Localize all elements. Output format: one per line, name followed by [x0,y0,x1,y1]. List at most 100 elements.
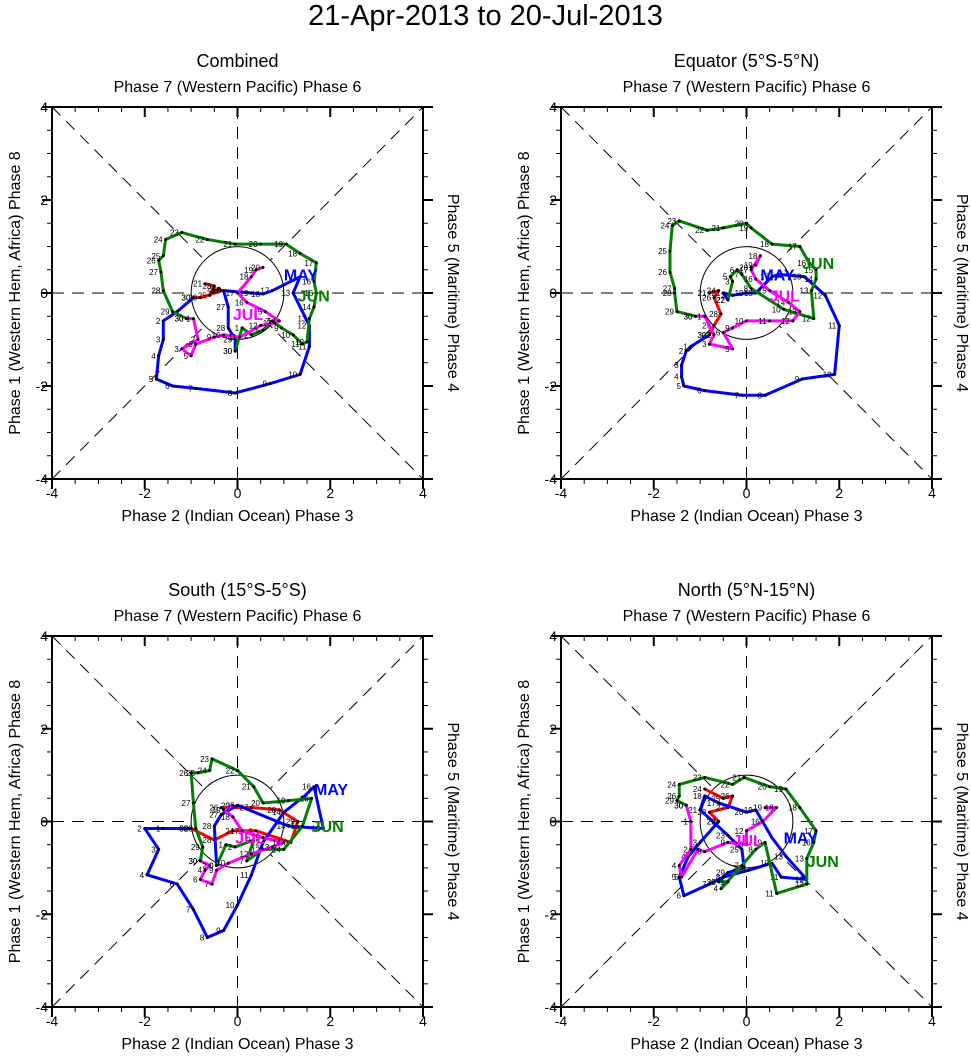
day-label: 13 [297,315,306,324]
day-marker [740,272,744,276]
y-tick-label: -4 [36,471,49,487]
day-label: 19 [277,797,286,806]
day-label: 29 [716,869,725,878]
x-tick-label: -4 [555,485,568,501]
day-label: 12 [251,838,260,847]
day-label: 12 [295,338,304,347]
day-marker [245,300,249,304]
day-label: 26 [721,792,730,801]
y-tick-label: 4 [549,628,557,644]
day-marker [707,342,711,346]
day-marker [233,845,237,849]
day-marker [226,305,230,309]
day-label: 25 [711,794,720,803]
day-marker [233,242,237,246]
day-marker [273,321,277,325]
day-marker [194,386,198,390]
month-label-jun: JUN [298,288,330,305]
day-label: 2 [244,331,249,340]
trajectory-jul [180,266,281,358]
day-label: 23 [170,229,179,238]
day-marker [754,808,758,812]
day-label: 1 [156,824,161,833]
top-axis-label: Phase 7 (Western Pacific) Phase 6 [623,608,871,625]
day-label: 7 [188,384,193,393]
month-label-may: MAY [284,267,318,284]
day-marker [282,840,286,844]
day-label: 12 [795,875,804,884]
day-marker [805,857,809,861]
day-marker [703,850,707,854]
day-marker [668,270,672,274]
day-marker [240,829,244,833]
day-marker [314,261,318,265]
day-marker [703,775,707,779]
day-label: 7 [239,857,244,866]
day-label: 17 [260,287,269,296]
day-marker [754,847,758,851]
x-tick-label: -2 [139,1013,152,1029]
day-marker [143,826,147,830]
day-marker [731,347,735,351]
day-label: 30 [697,331,706,340]
day-marker [703,389,707,393]
day-marker [171,310,175,314]
day-label: 2 [156,317,161,326]
day-label: 27 [216,303,225,312]
day-label: 8 [200,933,205,942]
y-tick-label: -2 [545,906,558,922]
day-marker [312,785,316,789]
day-marker [754,263,758,267]
left-axis-label: Phase 1 (Western Hem, Africa) Phase 8 [7,151,24,434]
day-marker [677,864,681,868]
day-marker [721,331,725,335]
day-label: 30 [188,857,197,866]
day-label: 1 [218,841,223,850]
day-label: 20 [758,783,767,792]
day-marker [749,286,753,290]
right-axis-label: Phase 5 (Maritime) Phase 4 [953,722,970,920]
day-label: 30 [684,312,693,321]
day-label: 28 [151,287,160,296]
day-marker [747,868,751,872]
x-tick-label: 4 [928,1013,936,1029]
day-label: 21 [193,280,202,289]
day-marker [164,238,168,242]
day-label: 30 [223,347,232,356]
day-marker [236,768,239,772]
day-label: 23 [200,755,209,764]
day-marker [312,279,316,283]
day-marker [282,847,286,851]
day-marker [717,820,721,823]
day-label: 30 [182,294,191,303]
day-label: 28 [267,806,276,815]
day-marker [675,310,679,314]
day-marker [231,829,235,833]
day-label: 9 [720,838,725,847]
day-marker [268,382,272,386]
day-label: 2 [707,331,712,340]
day-marker [823,293,827,297]
day-marker [145,873,149,877]
y-tick-label: 2 [549,721,557,737]
day-marker [728,275,732,279]
day-marker [219,813,223,817]
left-axis-label: Phase 1 (Western Hem, Africa) Phase 8 [516,151,533,434]
day-marker [305,340,309,344]
day-label: 5 [672,873,677,882]
bottom-axis-label: Phase 2 (Indian Ocean) Phase 3 [630,1036,862,1053]
day-label: 1 [235,324,240,333]
day-marker [745,810,748,814]
day-label: 20 [735,219,744,228]
day-label: 8 [758,391,763,400]
day-label: 29 [665,308,674,317]
left-axis-label: Phase 1 (Western Hem, Africa) Phase 8 [7,680,24,963]
day-label: 6 [170,880,175,889]
day-marker [673,291,677,295]
day-marker [231,803,235,807]
day-label: 27 [207,284,216,293]
day-label: 14 [804,275,813,284]
day-marker [833,372,837,376]
day-label: 6 [716,329,721,338]
day-label: 25 [212,287,221,296]
